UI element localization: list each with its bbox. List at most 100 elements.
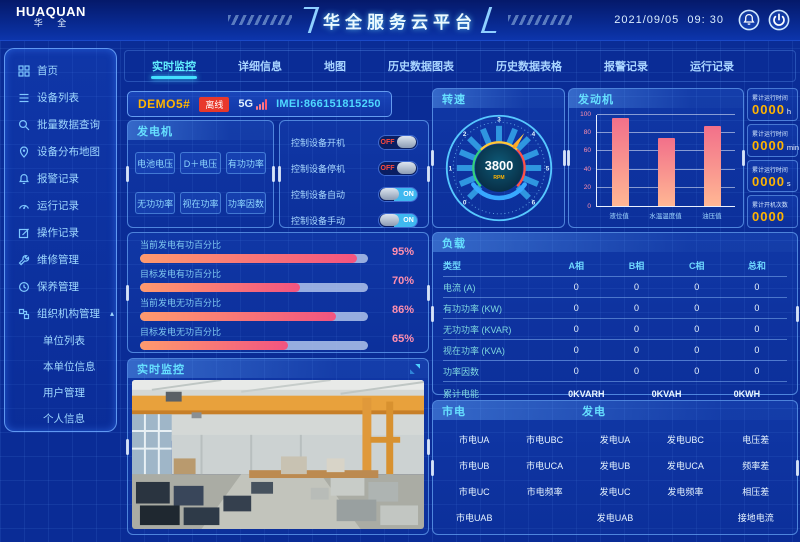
header-title-wrap: 华全服务云平台 [228, 0, 572, 40]
generator-button-4[interactable]: 视在功率 [180, 192, 221, 214]
tab-2[interactable]: 地图 [324, 61, 346, 73]
stat-value: 0000 [752, 209, 785, 225]
generator-buttons: 电池电压 D＋电压 有功功率无功功率 视在功率 功率因数 [128, 140, 273, 226]
y-tick-label: 0 [587, 202, 591, 210]
engine-chart-panel: 发动机 0 20 40 60 80 100 液位值 水温温度值 油压值 [567, 88, 745, 228]
sidebar-item-label: 批量数据查询 [37, 119, 100, 131]
repair-icon [18, 254, 30, 266]
stat-unit: h [786, 107, 792, 116]
progress-row-0: 当前发电有功百分比 95% [128, 235, 428, 264]
chart-y-axis: 0 20 40 60 80 100 [577, 111, 594, 209]
maintenance-icon [18, 281, 30, 293]
bell-icon[interactable] [738, 9, 760, 31]
sidebar-item-3[interactable]: 设备分布地图 [5, 138, 116, 165]
sidebar-subitem-0[interactable]: 单位列表 [43, 334, 85, 347]
load-header-3: C相 [688, 260, 705, 271]
power-cell-2-4: 相压差 [742, 486, 770, 497]
factory-photo [132, 380, 424, 529]
tab-5[interactable]: 报警记录 [604, 61, 648, 73]
status-badge: 离线 [199, 96, 230, 112]
gridline [597, 114, 735, 115]
sidebar-item-label: 设备列表 [37, 92, 79, 104]
sidebar-item-5[interactable]: 运行记录 [5, 192, 116, 219]
caret-up-icon: ▴ [110, 309, 115, 318]
progress-percent: 95% [391, 246, 414, 258]
load-cell: 0 [754, 366, 760, 376]
power-icon[interactable] [768, 9, 790, 31]
progress-fill [140, 254, 357, 263]
tab-0[interactable]: 实时监控 [131, 51, 217, 81]
sidebar-subitem-3[interactable]: 个人信息 [43, 412, 85, 425]
toggle-switch-1[interactable]: OFF [378, 160, 418, 176]
engine-bar-chart: 0 20 40 60 80 100 液位值 水温温度值 油压值 [577, 111, 737, 221]
toggle-knob [380, 214, 399, 226]
sidebar-subitem-2[interactable]: 用户管理 [43, 386, 85, 399]
power-cell-empty [650, 504, 720, 530]
datetime-display: 2021/09/05 09: 30 [614, 14, 724, 26]
power-cell-3-4: 接地电流 [737, 512, 774, 523]
y-tick-label: 40 [583, 165, 591, 173]
app-header: HUAQUAN 华 全 华全服务云平台 2021/09/05 09: 30 [0, 0, 800, 41]
expand-icon[interactable] [409, 363, 421, 375]
control-label: 控制设备停机 [291, 163, 346, 174]
power-cell-1-4: 频率差 [742, 460, 770, 471]
progress-fill [140, 283, 300, 292]
tab-6[interactable]: 运行记录 [690, 61, 734, 73]
toggle-switch-0[interactable]: OFF [378, 134, 418, 150]
sidebar-item-1[interactable]: 设备列表 [5, 84, 116, 111]
rpm-gauge-panel: 转速 0 1 2 3 4 5 6 3800 RPM [431, 88, 566, 228]
toggle-switch-3[interactable]: ON [378, 212, 418, 228]
power-cell-1-0: 市电UB [458, 460, 490, 471]
sidebar-item-label: 设备分布地图 [37, 146, 100, 158]
sidebar-item-8[interactable]: 保养管理 [5, 273, 116, 300]
x-tick-label-1: 水温温度值 [649, 213, 682, 220]
time-text: 09: 30 [687, 14, 724, 26]
logo: HUAQUAN 华 全 [16, 4, 86, 29]
runtime-icon [18, 200, 30, 212]
home-grid-icon [18, 64, 30, 77]
sidebar-item-2[interactable]: 批量数据查询 [5, 111, 116, 138]
generator-button-0[interactable]: 电池电压 [135, 152, 176, 174]
progress-track [140, 254, 368, 263]
sidebar-item-9[interactable]: 组织机构管理 ▴ [5, 300, 116, 327]
generator-button-1[interactable]: D＋电压 [180, 152, 221, 174]
generator-button-2[interactable]: 有功功率 [225, 152, 266, 174]
video-panel-title: 实时监控 [128, 359, 428, 378]
energy-value: 0KVARH [568, 388, 605, 399]
device-info-bar: DEMO5# 离线 5G IMEI:866151815250 [127, 91, 392, 117]
tab-1[interactable]: 详细信息 [238, 61, 282, 73]
load-row-2: 无功功率 (KVAR) 0 0 0 0 [443, 319, 787, 340]
toggle-knob [397, 136, 416, 148]
load-row-1: 有功功率 (KW) 0 0 0 0 [443, 298, 787, 319]
power-cell-2-2: 发电UC [599, 486, 631, 497]
control-label: 控制设备自动 [291, 189, 346, 200]
load-cell: 0 [754, 282, 760, 292]
load-header-1: A相 [568, 260, 585, 271]
tab-3[interactable]: 历史数据图表 [388, 61, 454, 73]
sidebar-item-0[interactable]: 首页 [5, 57, 116, 84]
power-cell-0-3: 发电UBC [666, 434, 704, 445]
load-row-3: 视在功率 (KVA) 0 0 0 0 [443, 340, 787, 361]
load-cell: 0 [754, 324, 760, 334]
bar-0 [611, 117, 629, 206]
sidebar-item-7[interactable]: 维修管理 [5, 246, 116, 273]
generator-button-5[interactable]: 功率因数 [225, 192, 266, 214]
toggle-switch-2[interactable]: ON [378, 186, 418, 202]
rpm-gauge: 0 1 2 3 4 5 6 3800 RPM [444, 113, 554, 228]
svg-text:6: 6 [531, 200, 535, 207]
stat-box-0: 累计运行时间 0000 h [747, 88, 798, 121]
signal-bars-icon [256, 99, 268, 110]
generator-button-3[interactable]: 无功功率 [135, 192, 176, 214]
sidebar-item-4[interactable]: 报警记录 [5, 165, 116, 192]
svg-text:1: 1 [448, 165, 452, 172]
bar-1 [657, 137, 675, 206]
sidebar-item-label: 运行记录 [37, 200, 79, 212]
power-cell-0-1: 市电UBC [526, 434, 564, 445]
sidebar-item-6[interactable]: 操作记录 [5, 219, 116, 246]
load-cell: 0 [694, 324, 700, 334]
toggle-knob [380, 188, 399, 200]
control-row-2: 控制设备自动 ON [280, 181, 428, 207]
tab-4[interactable]: 历史数据表格 [496, 61, 562, 73]
load-cell: 0 [633, 303, 639, 313]
sidebar-subitem-1[interactable]: 本单位信息 [43, 360, 96, 373]
